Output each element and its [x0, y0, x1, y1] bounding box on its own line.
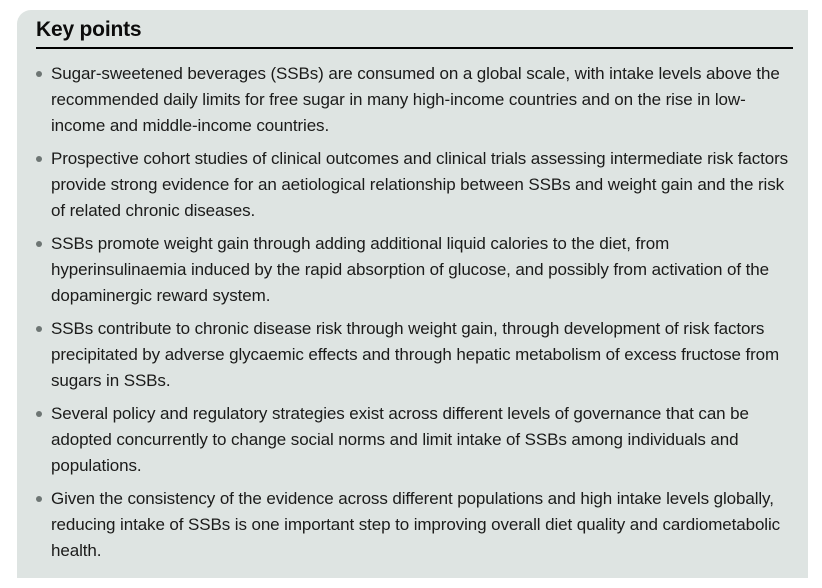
key-point-item: Given the consistency of the evidence ac… — [36, 486, 793, 564]
key-point-text: SSBs promote weight gain through adding … — [51, 234, 769, 305]
key-point-item: SSBs contribute to chronic disease risk … — [36, 316, 793, 394]
key-point-text: Several policy and regulatory strategies… — [51, 404, 749, 475]
key-point-text: Sugar-sweetened beverages (SSBs) are con… — [51, 64, 780, 135]
bullet-icon — [36, 156, 42, 162]
key-points-list: Sugar-sweetened beverages (SSBs) are con… — [36, 61, 793, 564]
key-point-text: Given the consistency of the evidence ac… — [51, 489, 781, 560]
bullet-icon — [36, 496, 42, 502]
key-point-item: Several policy and regulatory strategies… — [36, 401, 793, 479]
key-point-text: SSBs contribute to chronic disease risk … — [51, 319, 780, 390]
key-point-item: SSBs promote weight gain through adding … — [36, 231, 793, 309]
bullet-icon — [36, 71, 42, 77]
key-points-title: Key points — [36, 18, 793, 49]
key-point-item: Sugar-sweetened beverages (SSBs) are con… — [36, 61, 793, 139]
bullet-icon — [36, 411, 42, 417]
key-points-box: Key points Sugar-sweetened beverages (SS… — [17, 10, 808, 578]
bullet-icon — [36, 326, 42, 332]
key-point-item: Prospective cohort studies of clinical o… — [36, 146, 793, 224]
bullet-icon — [36, 241, 42, 247]
key-point-text: Prospective cohort studies of clinical o… — [51, 149, 789, 220]
